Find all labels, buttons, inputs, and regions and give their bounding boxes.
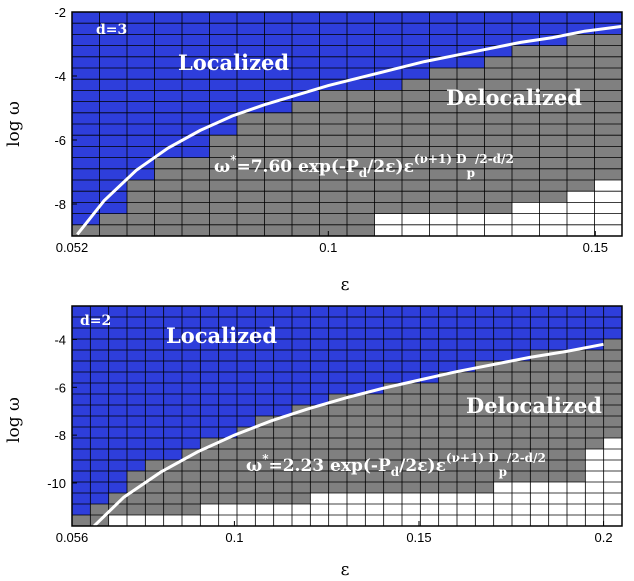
empty-cell-column — [457, 493, 476, 526]
panel-d3: 0.052 0.1 0.15 -8 -6 -4 -2 d=3 Localized Deloc… — [4, 5, 623, 295]
delocalized-cell-column — [347, 90, 375, 237]
formula-mid: /2ε)ε — [367, 157, 414, 177]
delocalized-cell-column — [72, 515, 91, 526]
plot-frame — [71, 305, 623, 527]
empty-cell-column — [310, 493, 330, 526]
delocalized-cell-column — [402, 383, 421, 526]
formula-sub-d: d — [359, 166, 368, 180]
y-tick-label: -8 — [54, 428, 66, 443]
panel-d2: 0.056 0.1 0.15 0.2 -10 -8 -6 -4 d=2 Localized D… — [4, 305, 623, 580]
delocalized-cell-column — [127, 180, 155, 236]
empty-cell-column — [512, 202, 540, 236]
delocalized-cell-column — [209, 135, 238, 236]
delocalized-cell-column — [475, 361, 495, 526]
tick-layer: 0.056 0.1 0.15 0.2 -10 -8 -6 -4 — [47, 332, 612, 545]
formula-sup-exp: (ν+1) D — [446, 451, 499, 465]
localized-label: Localized — [178, 50, 289, 75]
x-tick-label: 0.15 — [583, 240, 608, 255]
formula-star: * — [230, 153, 237, 167]
delocalized-cell-column — [264, 112, 293, 236]
formula-lead: ω — [214, 157, 230, 177]
tick-layer: 0.052 0.1 0.15 -8 -6 -4 -2 — [54, 5, 608, 255]
x-tick-label: 0.2 — [595, 530, 613, 545]
delocalized-cell-column — [182, 157, 210, 236]
y-tick-label: -6 — [54, 380, 66, 395]
localized-label: Localized — [166, 323, 277, 348]
delocalized-cell-column — [319, 90, 348, 237]
empty-cell-column — [163, 515, 183, 526]
formula-sub-p: p — [467, 166, 475, 180]
x-axis-label: ε — [341, 275, 350, 295]
delocalized-cell-column — [292, 405, 311, 526]
formula-sub-d: d — [391, 465, 400, 479]
x-tick-label: 0.1 — [319, 240, 337, 255]
formula-star: * — [262, 452, 269, 466]
x-tick-label: 0.052 — [56, 240, 89, 255]
formula-main: =2.23 exp(-P — [268, 456, 391, 476]
y-tick-label: -4 — [54, 69, 66, 84]
y-tick-label: -4 — [54, 332, 66, 347]
delocalized-cell-column — [383, 383, 403, 526]
y-tick-label: -10 — [47, 476, 66, 491]
delocalized-cell-column — [182, 449, 201, 526]
y-tick-label: -6 — [54, 133, 66, 148]
grid-layer — [72, 306, 622, 526]
delocalized-cell-column — [429, 68, 458, 236]
delocalized-label: Delocalized — [446, 85, 582, 110]
delocalized-label: Delocalized — [466, 393, 602, 418]
empty-cell-column — [328, 493, 348, 526]
plot-frame — [71, 11, 623, 237]
empty-cell-column — [594, 180, 623, 236]
delocalized-cell-column — [154, 157, 183, 236]
formula-lead: ω — [246, 456, 262, 476]
empty-cell-column — [438, 493, 458, 526]
scaling-formula: ω*=7.60 exp(-Pd/2ε)ε(ν+1) Dp/2-d/2 — [214, 152, 514, 180]
delocalized-cell-column — [420, 383, 440, 526]
empty-cell-column — [402, 493, 421, 526]
formula-main: =7.60 exp(-P — [236, 157, 359, 177]
delocalized-cell-column — [237, 112, 265, 236]
formula-tail: /2-d/2 — [475, 152, 514, 166]
x-axis-label: ε — [341, 560, 350, 580]
panel-label: d=2 — [80, 313, 111, 329]
empty-cell-column — [182, 515, 201, 526]
scaling-formula: ω*=2.23 exp(-Pd/2ε)ε(ν+1) Dp/2-d/2 — [246, 451, 546, 479]
formula-sub-p: p — [499, 465, 507, 479]
y-tick-label: -2 — [54, 5, 66, 20]
formula-mid: /2ε)ε — [399, 456, 446, 476]
formula-tail: /2-d/2 — [507, 451, 546, 465]
x-tick-label: 0.1 — [225, 530, 243, 545]
boundary-curve — [76, 24, 623, 236]
empty-cell-column — [539, 202, 568, 236]
empty-cell-column — [585, 449, 605, 526]
empty-cell-column — [365, 493, 385, 526]
empty-cell-column — [127, 515, 146, 526]
panel-label: d=3 — [96, 22, 127, 38]
grid-layer — [72, 12, 622, 236]
empty-cell-column — [383, 493, 403, 526]
boundary-curve — [93, 342, 604, 528]
empty-cell-column — [475, 493, 495, 526]
delocalized-cell-column — [72, 224, 100, 236]
delocalized-cell-column — [457, 68, 485, 236]
x-tick-label: 0.056 — [56, 530, 89, 545]
delocalized-cell-column — [374, 90, 403, 237]
y-axis-label: log ω — [4, 101, 24, 147]
y-tick-label: -8 — [54, 197, 66, 212]
empty-cell-column — [420, 493, 440, 526]
delocalized-cell-column — [237, 427, 256, 526]
y-axis-label: log ω — [4, 397, 24, 443]
formula-sup-exp: (ν+1) D — [414, 152, 467, 166]
x-tick-label: 0.15 — [406, 530, 431, 545]
empty-cell-column — [108, 515, 128, 526]
empty-cell-column — [347, 493, 366, 526]
empty-cell-column — [145, 515, 165, 526]
